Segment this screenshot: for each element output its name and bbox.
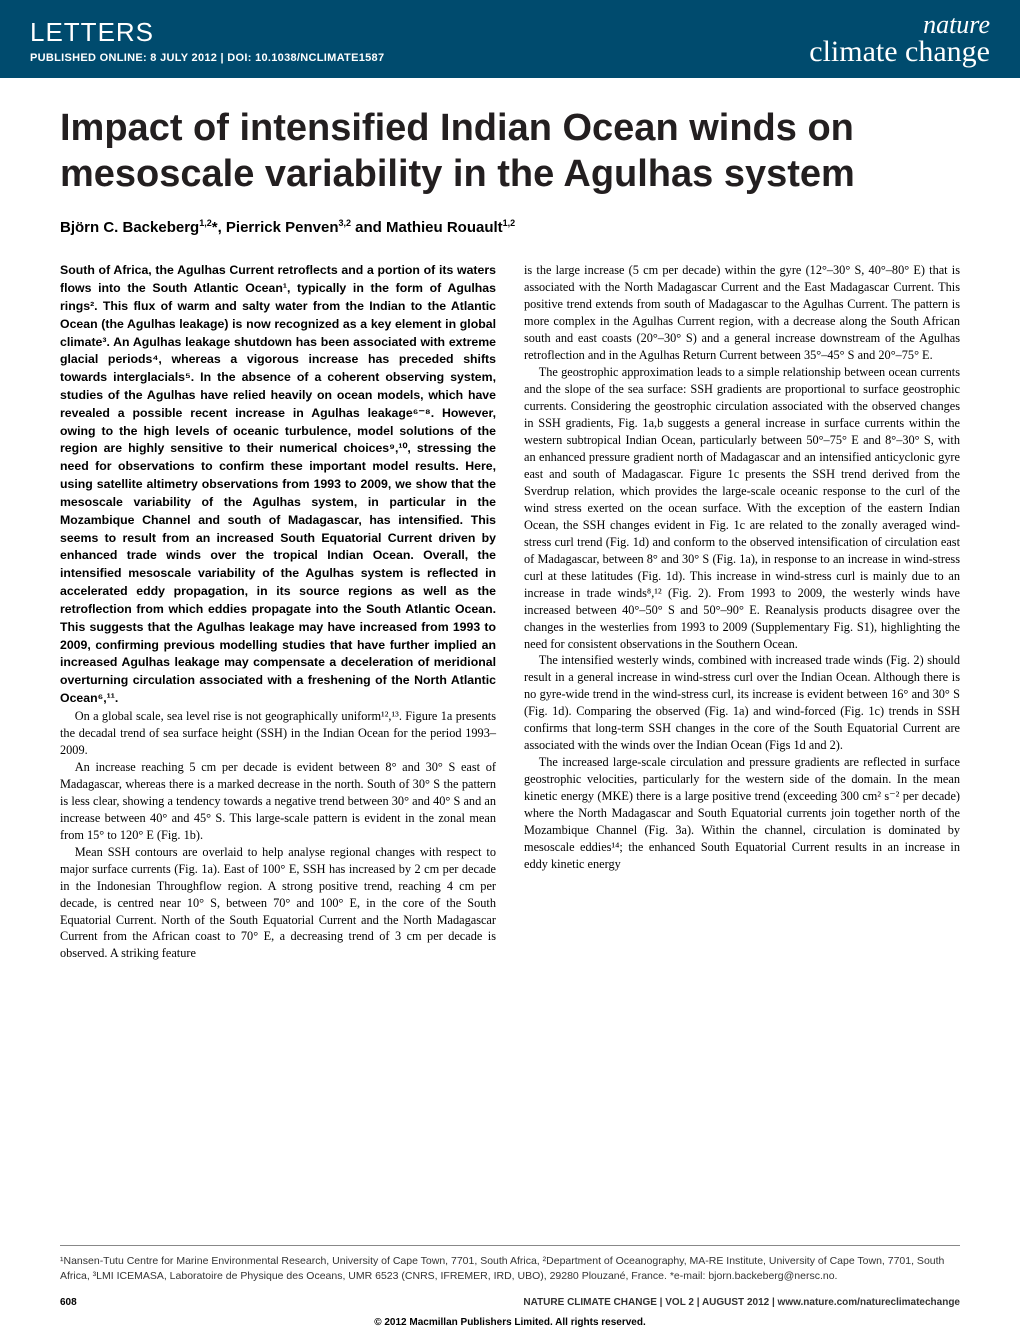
author-1: Björn C. Backeberg <box>60 219 199 236</box>
journal-logo: nature climate change <box>809 13 990 66</box>
author-2-affil: 3,2 <box>338 218 351 228</box>
footer-pub-info: NATURE CLIMATE CHANGE | VOL 2 | AUGUST 2… <box>523 1297 960 1308</box>
pub-date: PUBLISHED ONLINE: 8 JULY 2012 | <box>30 52 227 64</box>
author-sep-2: and Mathieu Rouault <box>351 219 503 236</box>
section-label: LETTERS <box>30 17 384 48</box>
page-footer: 608 NATURE CLIMATE CHANGE | VOL 2 | AUGU… <box>60 1297 960 1308</box>
doi-link[interactable]: DOI: 10.1038/NCLIMATE1587 <box>227 52 384 64</box>
body-para: Mean SSH contours are overlaid to help a… <box>60 844 496 963</box>
page-number: 608 <box>60 1297 77 1308</box>
affiliations: ¹Nansen-Tutu Centre for Marine Environme… <box>60 1245 960 1284</box>
abstract: South of Africa, the Agulhas Current ret… <box>60 262 496 708</box>
body-para: An increase reaching 5 cm per decade is … <box>60 759 496 844</box>
article-title: Impact of intensified Indian Ocean winds… <box>0 78 1020 207</box>
column-left: South of Africa, the Agulhas Current ret… <box>60 262 496 962</box>
body-columns: South of Africa, the Agulhas Current ret… <box>0 262 1020 962</box>
author-sep-1: , Pierrick Penven <box>218 219 339 236</box>
body-para: The geostrophic approximation leads to a… <box>524 364 960 652</box>
body-para: The intensified westerly winds, combined… <box>524 652 960 754</box>
body-para: The increased large-scale circulation an… <box>524 754 960 873</box>
column-right: is the large increase (5 cm per decade) … <box>524 262 960 962</box>
copyright-line: © 2012 Macmillan Publishers Limited. All… <box>0 1317 1020 1328</box>
journal-name-2: climate change <box>809 38 990 67</box>
author-1-affil: 1,2 <box>199 218 212 228</box>
publication-line: PUBLISHED ONLINE: 8 JULY 2012 | DOI: 10.… <box>30 52 384 64</box>
header-left: LETTERS PUBLISHED ONLINE: 8 JULY 2012 | … <box>30 17 384 64</box>
journal-header: LETTERS PUBLISHED ONLINE: 8 JULY 2012 | … <box>0 0 1020 78</box>
body-para: On a global scale, sea level rise is not… <box>60 708 496 759</box>
footer-pub-text: NATURE CLIMATE CHANGE | VOL 2 | AUGUST 2… <box>523 1297 960 1308</box>
author-3-affil: 1,2 <box>503 218 516 228</box>
authors-line: Björn C. Backeberg1,2*, Pierrick Penven3… <box>0 207 1020 262</box>
body-para: is the large increase (5 cm per decade) … <box>524 262 960 364</box>
